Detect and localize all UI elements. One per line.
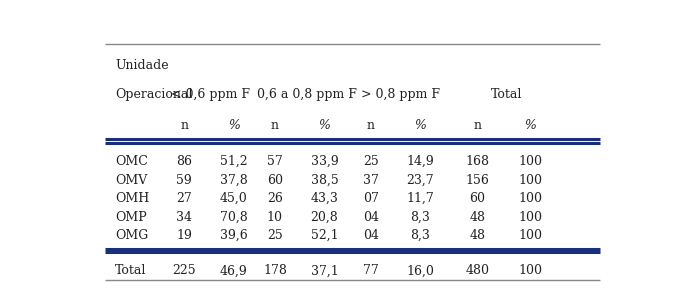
Text: < 0,6 ppm F: < 0,6 ppm F (172, 88, 251, 101)
Text: 51,2: 51,2 (220, 155, 248, 168)
Text: 480: 480 (465, 264, 489, 277)
Text: 100: 100 (519, 264, 543, 277)
Text: 48: 48 (469, 210, 485, 224)
Text: n: n (181, 119, 188, 132)
Text: n: n (473, 119, 481, 132)
Text: 16,0: 16,0 (406, 264, 434, 277)
Text: OMG: OMG (115, 229, 148, 242)
Text: 38,5: 38,5 (311, 173, 338, 187)
Text: Operacional: Operacional (115, 88, 192, 101)
Text: 0,6 a 0,8 ppm F: 0,6 a 0,8 ppm F (257, 88, 357, 101)
Text: 14,9: 14,9 (407, 155, 434, 168)
Text: %: % (524, 119, 537, 132)
Text: 100: 100 (519, 192, 543, 205)
Text: 100: 100 (519, 229, 543, 242)
Text: n: n (367, 119, 374, 132)
Text: 37,8: 37,8 (220, 173, 248, 187)
Text: 60: 60 (469, 192, 485, 205)
Text: %: % (414, 119, 426, 132)
Text: OMV: OMV (115, 173, 148, 187)
Text: 25: 25 (267, 229, 283, 242)
Text: 39,6: 39,6 (220, 229, 248, 242)
Text: 52,1: 52,1 (311, 229, 338, 242)
Text: %: % (319, 119, 330, 132)
Text: Unidade: Unidade (115, 59, 169, 72)
Text: 168: 168 (465, 155, 489, 168)
Text: 04: 04 (363, 210, 379, 224)
Text: 225: 225 (172, 264, 196, 277)
Text: 26: 26 (267, 192, 283, 205)
Text: 04: 04 (363, 229, 379, 242)
Text: 57: 57 (267, 155, 283, 168)
Text: 100: 100 (519, 210, 543, 224)
Text: 23,7: 23,7 (407, 173, 434, 187)
Text: 8,3: 8,3 (410, 210, 430, 224)
Text: 100: 100 (519, 173, 543, 187)
Text: 37: 37 (363, 173, 379, 187)
Text: 34: 34 (177, 210, 192, 224)
Text: 77: 77 (363, 264, 379, 277)
Text: 8,3: 8,3 (410, 229, 430, 242)
Text: 48: 48 (469, 229, 485, 242)
Text: 178: 178 (263, 264, 287, 277)
Text: 33,9: 33,9 (311, 155, 338, 168)
Text: 59: 59 (177, 173, 192, 187)
Text: 70,8: 70,8 (220, 210, 248, 224)
Text: Total: Total (491, 88, 522, 101)
Text: %: % (228, 119, 240, 132)
Text: OMH: OMH (115, 192, 149, 205)
Text: n: n (271, 119, 279, 132)
Text: 45,0: 45,0 (220, 192, 248, 205)
Text: 20,8: 20,8 (311, 210, 338, 224)
Text: OMC: OMC (115, 155, 148, 168)
Text: OMP: OMP (115, 210, 147, 224)
Text: 27: 27 (177, 192, 192, 205)
Text: 11,7: 11,7 (407, 192, 434, 205)
Text: 37,1: 37,1 (311, 264, 338, 277)
Text: Total: Total (115, 264, 146, 277)
Text: 25: 25 (363, 155, 379, 168)
Text: 07: 07 (363, 192, 379, 205)
Text: 156: 156 (465, 173, 489, 187)
Text: 100: 100 (519, 155, 543, 168)
Text: 43,3: 43,3 (311, 192, 338, 205)
Text: > 0,8 ppm F: > 0,8 ppm F (361, 88, 440, 101)
Text: 60: 60 (267, 173, 283, 187)
Text: 19: 19 (177, 229, 192, 242)
Text: 10: 10 (267, 210, 283, 224)
Text: 46,9: 46,9 (220, 264, 248, 277)
Text: 86: 86 (177, 155, 192, 168)
